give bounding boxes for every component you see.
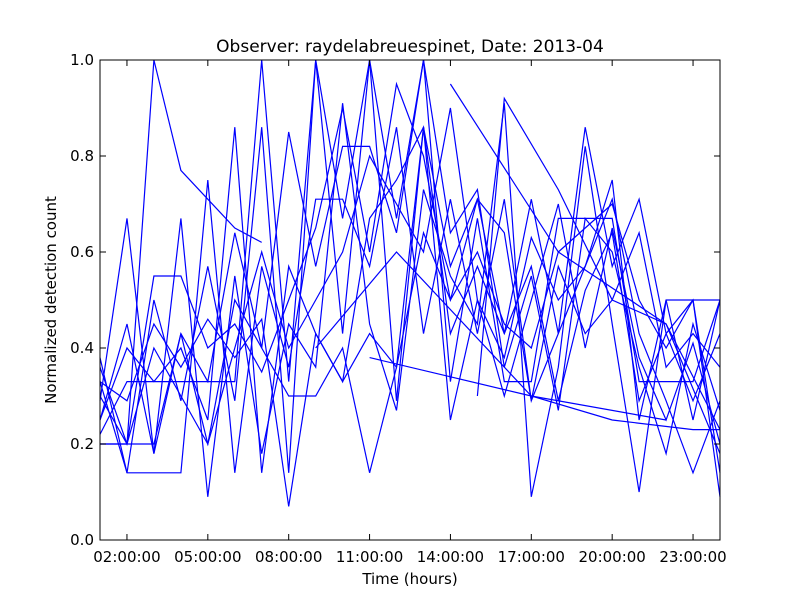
series-line-10 — [99, 127, 721, 507]
x-tick-label: 02:00:00 — [93, 548, 160, 566]
series-line-9 — [99, 125, 721, 473]
series-line-6 — [99, 59, 721, 473]
x-tick-label: 23:00:00 — [659, 548, 726, 566]
chart-title: Observer: raydelabreuespinet, Date: 2013… — [216, 37, 604, 57]
series-line-14 — [449, 83, 721, 430]
x-tick-label: 05:00:00 — [174, 548, 241, 566]
y-axis-label: Normalized detection count — [42, 196, 60, 404]
x-tick-label: 20:00:00 — [578, 548, 645, 566]
y-tick-label: 0.2 — [70, 435, 94, 453]
y-tick-label: 0.6 — [70, 243, 94, 261]
series-line-7 — [99, 107, 721, 454]
x-axis-label: Time (hours) — [361, 570, 457, 588]
series-line-12 — [315, 251, 720, 431]
x-axis-ticks: 02:00:00 05:00:00 08:00:00 11:00:00 14:00:00… — [93, 60, 727, 566]
x-tick-label: 08:00:00 — [255, 548, 322, 566]
y-tick-label: 0.8 — [70, 147, 94, 165]
x-tick-label: 11:00:00 — [336, 548, 403, 566]
y-tick-label: 1.0 — [70, 51, 94, 69]
series-line-1 — [99, 59, 721, 456]
y-axis-ticks: 0.0 0.2 0.4 0.6 0.8 1.0 — [70, 51, 720, 549]
series-line-13 — [369, 357, 667, 421]
series-line-15 — [476, 96, 721, 454]
plot-frame — [99, 59, 721, 541]
y-tick-label: 0.0 — [70, 531, 94, 549]
x-tick-label: 14:00:00 — [417, 548, 484, 566]
y-tick-label: 0.4 — [70, 339, 94, 357]
series-line-4 — [99, 59, 721, 435]
x-tick-label: 17:00:00 — [498, 548, 565, 566]
series-line-11 — [100, 59, 262, 445]
series-line-8 — [99, 197, 721, 473]
series-layer — [99, 59, 721, 507]
